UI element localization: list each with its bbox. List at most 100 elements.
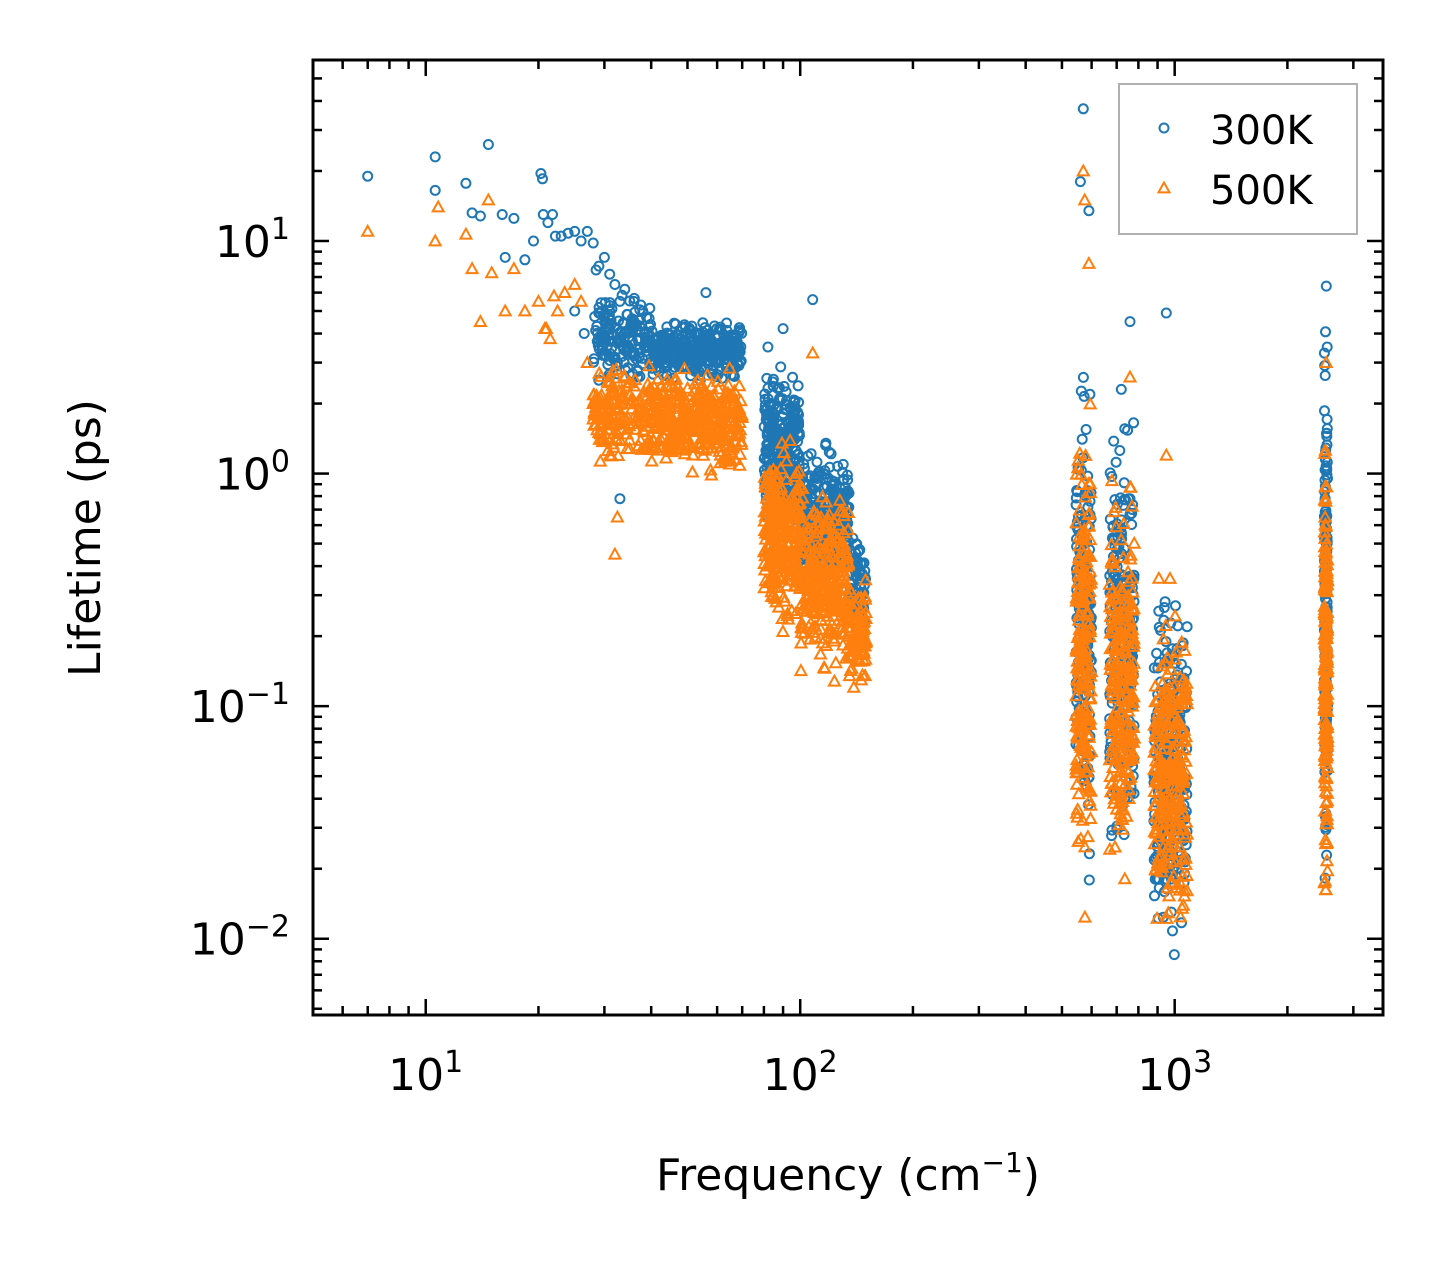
- point-500k: [1105, 682, 1120, 696]
- point-500k: [1319, 811, 1335, 825]
- point-500k: [546, 288, 562, 302]
- point-500k: [617, 368, 632, 382]
- point-500k: [1113, 763, 1129, 777]
- point-500k: [1150, 774, 1165, 788]
- point-500k: [605, 363, 621, 377]
- point-500k: [653, 409, 668, 423]
- point-300k: [735, 355, 747, 367]
- point-500k: [543, 331, 558, 345]
- point-500k: [1176, 821, 1191, 835]
- point-300k: [762, 427, 774, 439]
- point-300k: [811, 473, 823, 484]
- x-tick-label: 101: [388, 1045, 463, 1101]
- point-500k: [537, 321, 552, 334]
- point-300k: [1083, 874, 1095, 886]
- point-300k: [624, 325, 635, 337]
- point-500k: [1320, 604, 1335, 618]
- point-300k: [1114, 445, 1126, 456]
- point-500k: [810, 539, 826, 553]
- point-500k: [815, 489, 830, 503]
- point-500k: [802, 586, 817, 600]
- point-300k: [599, 315, 611, 327]
- point-300k: [496, 209, 508, 220]
- point-300k: [575, 235, 587, 247]
- point-500k: [1178, 753, 1193, 767]
- point-300k: [537, 173, 548, 185]
- point-500k: [664, 394, 680, 408]
- point-300k: [692, 327, 704, 339]
- point-500k: [858, 635, 873, 649]
- point-500k: [782, 433, 798, 446]
- point-500k: [1078, 778, 1094, 792]
- point-500k: [801, 618, 816, 632]
- point-500k: [1120, 653, 1135, 667]
- point-500k: [1319, 691, 1334, 705]
- point-500k: [666, 379, 682, 393]
- point-500k: [1076, 699, 1092, 713]
- x-axis-label-tail: ): [1023, 1150, 1040, 1201]
- point-500k: [1176, 882, 1191, 896]
- point-500k: [600, 443, 615, 457]
- point-500k: [777, 593, 792, 607]
- point-500k: [777, 539, 792, 553]
- point-500k: [1104, 537, 1119, 551]
- point-300k: [595, 297, 607, 309]
- point-300k: [562, 227, 574, 239]
- point-500k: [428, 233, 443, 247]
- point-500k: [644, 381, 659, 395]
- point-500k: [645, 441, 661, 454]
- point-500k: [826, 630, 841, 644]
- point-500k: [856, 615, 871, 629]
- point-500k: [1115, 690, 1130, 703]
- point-500k: [1165, 694, 1180, 708]
- point-300k: [519, 254, 531, 266]
- data-points-layer: [360, 103, 1335, 961]
- point-500k: [791, 463, 807, 477]
- point-500k: [685, 419, 701, 433]
- point-500k: [842, 623, 857, 637]
- point-500k: [725, 440, 740, 454]
- legend-marker-300k: [1158, 122, 1170, 134]
- point-300k: [1115, 383, 1127, 395]
- point-500k: [464, 261, 480, 275]
- point-500k: [803, 553, 818, 567]
- point-500k: [732, 408, 747, 422]
- point-300k: [700, 287, 712, 299]
- point-300k: [1170, 600, 1181, 612]
- point-300k: [616, 289, 628, 301]
- point-500k: [1162, 570, 1178, 584]
- point-500k: [1082, 793, 1097, 807]
- point-300k: [1078, 390, 1090, 402]
- point-500k: [616, 413, 631, 427]
- point-500k: [1072, 720, 1087, 734]
- point-500k: [1082, 629, 1097, 643]
- point-300k: [1075, 385, 1087, 397]
- point-500k: [767, 488, 783, 502]
- point-500k: [1159, 447, 1174, 461]
- point-500k: [1320, 557, 1335, 571]
- point-500k: [1123, 547, 1138, 561]
- point-500k: [557, 285, 572, 298]
- legend-box: [1118, 83, 1358, 235]
- point-500k: [1081, 590, 1096, 604]
- point-300k: [474, 210, 486, 222]
- point-500k: [517, 303, 533, 317]
- point-500k: [1179, 883, 1195, 897]
- point-500k: [705, 412, 721, 426]
- point-500k: [593, 453, 608, 467]
- point-500k: [1125, 584, 1140, 598]
- point-500k: [431, 199, 446, 213]
- point-500k: [1110, 679, 1125, 693]
- point-500k: [728, 426, 743, 439]
- point-500k: [771, 569, 787, 583]
- point-500k: [1153, 775, 1169, 789]
- point-500k: [703, 462, 718, 476]
- point-500k: [1151, 570, 1167, 584]
- point-500k: [1082, 583, 1097, 597]
- point-500k: [1081, 745, 1096, 759]
- point-500k: [1077, 192, 1092, 206]
- point-500k: [675, 410, 690, 424]
- y-tick-label-exp: 1: [271, 212, 290, 247]
- point-500k: [732, 378, 747, 392]
- point-500k: [728, 452, 743, 466]
